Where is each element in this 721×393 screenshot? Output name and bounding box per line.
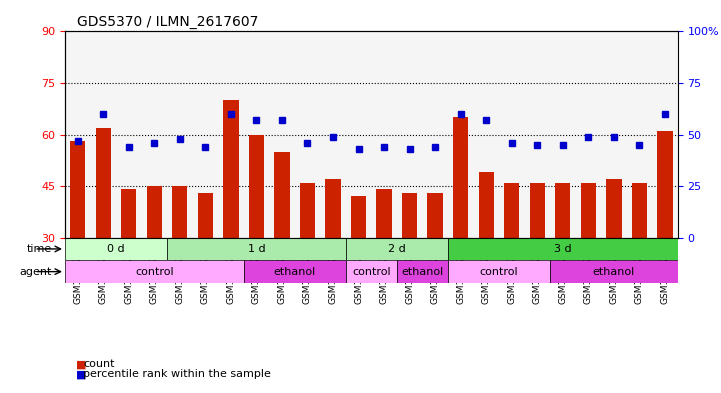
Bar	[530, 183, 545, 238]
Bar	[580, 183, 596, 238]
Text: 3 d: 3 d	[554, 244, 572, 254]
FancyBboxPatch shape	[448, 260, 550, 283]
Bar	[198, 193, 213, 238]
Bar	[325, 179, 340, 238]
Bar	[402, 193, 417, 238]
Bar	[224, 100, 239, 238]
Text: GDS5370 / ILMN_2617607: GDS5370 / ILMN_2617607	[77, 15, 259, 29]
Text: control: control	[135, 266, 174, 277]
Bar	[146, 186, 162, 238]
FancyBboxPatch shape	[346, 238, 448, 260]
Bar	[172, 186, 187, 238]
Text: control: control	[352, 266, 391, 277]
Bar	[274, 152, 290, 238]
FancyBboxPatch shape	[65, 260, 244, 283]
Bar	[95, 128, 111, 238]
FancyBboxPatch shape	[65, 238, 167, 260]
Text: 1 d: 1 d	[247, 244, 265, 254]
Text: agent: agent	[19, 266, 52, 277]
Bar	[479, 172, 494, 238]
FancyBboxPatch shape	[448, 238, 678, 260]
Text: 2 d: 2 d	[388, 244, 406, 254]
Bar	[658, 131, 673, 238]
Bar	[249, 134, 264, 238]
Bar	[351, 196, 366, 238]
Text: percentile rank within the sample: percentile rank within the sample	[83, 369, 271, 379]
FancyBboxPatch shape	[346, 260, 397, 283]
FancyBboxPatch shape	[550, 260, 678, 283]
Text: control: control	[479, 266, 518, 277]
Bar	[453, 118, 469, 238]
Text: ethanol: ethanol	[402, 266, 443, 277]
FancyBboxPatch shape	[397, 260, 448, 283]
Text: ■: ■	[76, 360, 87, 369]
FancyBboxPatch shape	[244, 260, 346, 283]
Text: 0 d: 0 d	[107, 244, 125, 254]
Text: ethanol: ethanol	[593, 266, 635, 277]
Bar	[121, 189, 136, 238]
Bar	[606, 179, 622, 238]
Text: time: time	[27, 244, 52, 254]
Bar	[428, 193, 443, 238]
Bar	[632, 183, 647, 238]
Bar	[300, 183, 315, 238]
Bar	[504, 183, 519, 238]
Bar	[70, 141, 85, 238]
Text: ethanol: ethanol	[273, 266, 316, 277]
Text: count: count	[83, 360, 115, 369]
Bar	[555, 183, 570, 238]
Text: ■: ■	[76, 369, 87, 379]
FancyBboxPatch shape	[167, 238, 346, 260]
Bar	[376, 189, 392, 238]
